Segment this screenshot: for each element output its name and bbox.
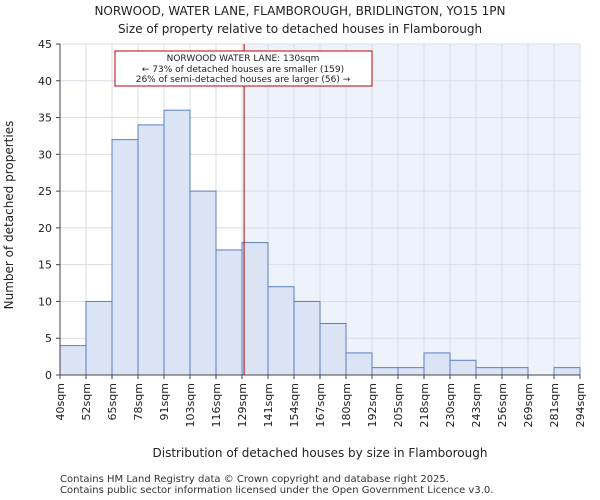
y-tick-label: 35: [38, 112, 52, 125]
x-tick-label: 91sqm: [158, 383, 171, 420]
bar-65sqm: [111, 139, 139, 376]
x-tick-label: 281sqm: [548, 383, 561, 427]
x-tick-label: 192sqm: [366, 383, 379, 427]
x-tick-label: 129sqm: [236, 383, 249, 427]
bar-167sqm: [319, 323, 347, 376]
bar-52sqm: [85, 300, 113, 376]
annotation-line-2: ← 73% of detached houses are smaller (15…: [142, 65, 344, 75]
y-tick-label: 10: [38, 295, 52, 308]
x-tick-label: 180sqm: [340, 383, 353, 427]
x-tick-label: 40sqm: [54, 383, 67, 420]
bar-281sqm: [553, 367, 581, 376]
x-tick-label: 256sqm: [496, 383, 509, 427]
bar-205sqm: [397, 367, 425, 376]
bar-40sqm: [59, 345, 87, 376]
x-tick-label: 243sqm: [470, 383, 483, 427]
chart-title: NORWOOD, WATER LANE, FLAMBOROUGH, BRIDLI…: [94, 4, 505, 18]
y-tick-label: 0: [45, 369, 52, 382]
x-tick-label: 52sqm: [80, 383, 93, 420]
x-tick-label: 154sqm: [288, 383, 301, 427]
bar-154sqm: [293, 300, 321, 376]
x-tick-label: 116sqm: [210, 383, 223, 427]
bar-192sqm: [371, 367, 399, 376]
x-tick-label: 103sqm: [184, 383, 197, 427]
annotation-box: NORWOOD WATER LANE: 130sqm ← 73% of deta…: [114, 50, 373, 87]
chart-subtitle: Size of property relative to detached ho…: [118, 22, 482, 36]
x-tick-label: 294sqm: [574, 383, 587, 427]
y-tick-label: 25: [38, 185, 52, 198]
y-axis-label: Number of detached properties: [2, 121, 16, 310]
bar-141sqm: [267, 286, 295, 376]
bar-129sqm: [241, 242, 269, 376]
x-tick-label: 230sqm: [444, 383, 457, 427]
x-axis-label: Distribution of detached houses by size …: [153, 446, 488, 460]
x-tick-label: 167sqm: [314, 383, 327, 427]
footer-attribution-2: Contains public sector information licen…: [60, 485, 494, 496]
bar-218sqm: [423, 352, 451, 376]
footer-attribution-1: Contains HM Land Registry data © Crown c…: [60, 474, 449, 485]
y-tick-label: 5: [45, 332, 52, 345]
x-tick-label: 78sqm: [132, 383, 145, 420]
bar-91sqm: [163, 109, 191, 376]
y-tick-label: 30: [38, 148, 52, 161]
x-tick-label: 205sqm: [392, 383, 405, 427]
annotation-line-3: 26% of semi-detached houses are larger (…: [136, 75, 351, 85]
y-tick-label: 40: [38, 75, 52, 88]
y-tick-label: 20: [38, 222, 52, 235]
bar-78sqm: [137, 124, 165, 376]
x-tick-label: 65sqm: [106, 383, 119, 420]
x-tick-label: 269sqm: [522, 383, 535, 427]
annotation-line-1: NORWOOD WATER LANE: 130sqm: [167, 54, 320, 64]
x-tick-label: 141sqm: [262, 383, 275, 427]
bar-243sqm: [475, 367, 503, 376]
bar-116sqm: [215, 249, 243, 376]
bar-230sqm: [449, 359, 477, 376]
bar-180sqm: [345, 352, 373, 376]
x-tick-label: 218sqm: [418, 383, 431, 427]
y-tick-label: 15: [38, 259, 52, 272]
bar-103sqm: [189, 190, 217, 376]
bar-256sqm: [501, 367, 529, 376]
y-tick-label: 45: [38, 38, 52, 51]
